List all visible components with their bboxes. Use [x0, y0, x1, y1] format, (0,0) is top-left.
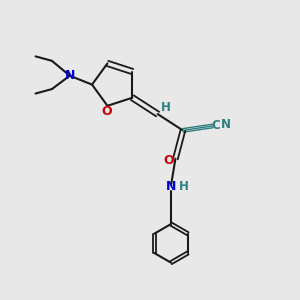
Text: N: N [221, 118, 231, 131]
Text: N: N [64, 69, 75, 82]
Text: O: O [164, 154, 174, 166]
Text: H: H [178, 180, 188, 193]
Text: C: C [212, 118, 220, 132]
Text: O: O [101, 105, 112, 118]
Text: H: H [161, 101, 171, 114]
Text: N: N [166, 180, 176, 194]
